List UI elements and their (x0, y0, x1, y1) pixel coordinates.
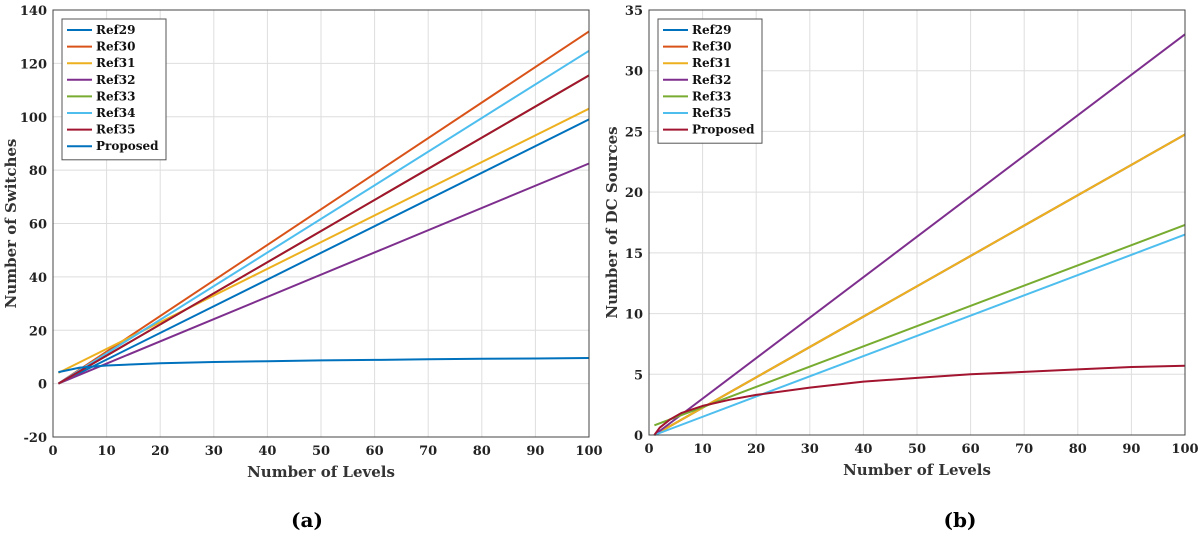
y-tick-label: 0 (634, 429, 643, 444)
x-axis-label: Number of Levels (843, 461, 991, 479)
series-line-proposed (58, 357, 590, 374)
chart-panel-1: 0 10 20 30 40 50 60 70 80 90 100-20020406080100120… (2, 4, 603, 532)
y-tick-label: 20 (625, 186, 643, 201)
panel-caption: (b) (944, 508, 977, 532)
series-line-ref33 (654, 223, 1186, 427)
y-axis-label: Number of DC Sources (603, 126, 621, 318)
y-tick-label: 80 (29, 164, 47, 179)
series-line-ref29 (57, 118, 590, 385)
x-tick-label: 100 (575, 444, 602, 459)
x-tick-label: 70 (419, 444, 437, 459)
x-tick-label: 60 (366, 444, 384, 459)
legend-entry: Ref35 (96, 123, 135, 137)
y-tick-label: 20 (29, 324, 47, 339)
panel-caption: (a) (291, 508, 323, 532)
legend-entry: Ref31 (692, 56, 731, 70)
x-tick-label: 80 (1069, 442, 1087, 457)
x-tick-label: 50 (908, 442, 926, 457)
x-tick-label: 0 (48, 444, 57, 459)
x-tick-label: 90 (526, 444, 544, 459)
series-line-ref31 (653, 133, 1186, 436)
y-tick-label: -20 (24, 431, 48, 446)
series-line-ref32 (653, 33, 1186, 436)
legend-entry: Ref29 (692, 23, 731, 37)
plot-frame (52, 9, 590, 438)
y-tick-label: 140 (20, 4, 47, 19)
legend: Ref29 Ref30 Ref31 Ref32 Ref33 Ref34 Ref35 Propo… (61, 18, 167, 161)
x-axis-label: Number of Levels (247, 463, 395, 481)
series-line-ref35 (654, 233, 1186, 436)
y-axis-label: Number of Switches (2, 139, 20, 309)
y-tick-label: 0 (38, 378, 47, 393)
x-tick-label: 30 (801, 442, 819, 457)
x-tick-label: 20 (151, 444, 169, 459)
legend-entry: Ref30 (692, 40, 731, 54)
chart-panel-2: 0 10 20 30 40 50 60 70 80 90 100 0 5 10 15 20 25 30 35 Numb… (603, 4, 1199, 532)
x-tick-label: 20 (747, 442, 765, 457)
x-tick-label: 50 (312, 444, 330, 459)
x-tick-label: 90 (1122, 442, 1140, 457)
plot-frame (648, 9, 1186, 436)
legend-entry: Ref33 (692, 89, 731, 103)
x-tick-label: 40 (854, 442, 872, 457)
series-line-ref35 (57, 74, 590, 385)
y-tick-label: 5 (634, 368, 643, 383)
legend-entry: Ref34 (96, 106, 135, 120)
legend-entry: Ref32 (692, 73, 731, 87)
legend-entry: Ref30 (96, 40, 135, 54)
legend-box (61, 18, 167, 161)
legend-entry: Ref31 (96, 56, 135, 70)
y-tick-label: 60 (29, 218, 47, 233)
series-line-ref32 (58, 162, 590, 385)
x-tick-label: 70 (1015, 442, 1033, 457)
series-line-proposed (653, 364, 1186, 436)
legend-entry: Ref35 (692, 106, 731, 120)
y-tick-label: 35 (625, 4, 643, 19)
x-tick-label: 80 (473, 444, 491, 459)
y-tick-label: 15 (625, 247, 643, 262)
y-tick-label: 120 (20, 57, 47, 72)
x-tick-label: 0 (644, 442, 653, 457)
legend: Ref29 Ref30 Ref31 Ref32 Ref33 Ref35 Proposed (657, 18, 763, 144)
legend-entry: Proposed (96, 139, 159, 153)
legend-entry: Ref33 (96, 89, 135, 103)
x-tick-label: 30 (205, 444, 223, 459)
legend-entry: Proposed (692, 123, 755, 137)
series-line-ref34 (57, 49, 590, 385)
x-tick-label: 60 (962, 442, 980, 457)
y-tick-label: 30 (625, 65, 643, 80)
series-line-ref30 (57, 30, 590, 385)
x-tick-label: 100 (1171, 442, 1198, 457)
legend-entry: Ref29 (96, 23, 135, 37)
x-tick-label: 10 (694, 442, 712, 457)
legend-entry: Ref32 (96, 73, 135, 87)
y-tick-label: 25 (625, 125, 643, 140)
y-tick-label: 100 (20, 111, 47, 126)
x-tick-label: 10 (98, 444, 116, 459)
x-tick-label: 40 (258, 444, 276, 459)
y-tick-label: 40 (29, 271, 47, 286)
y-tick-label: 10 (625, 308, 643, 323)
legend-box (657, 18, 763, 144)
